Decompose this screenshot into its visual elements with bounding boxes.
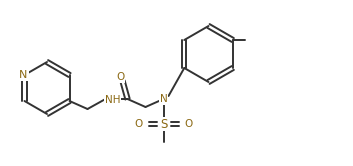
Text: S: S (160, 118, 167, 130)
Text: N: N (19, 70, 28, 80)
Text: O: O (134, 119, 143, 129)
Text: O: O (116, 72, 125, 82)
Text: N: N (160, 94, 167, 104)
Text: O: O (184, 119, 193, 129)
Text: NH: NH (105, 95, 120, 105)
